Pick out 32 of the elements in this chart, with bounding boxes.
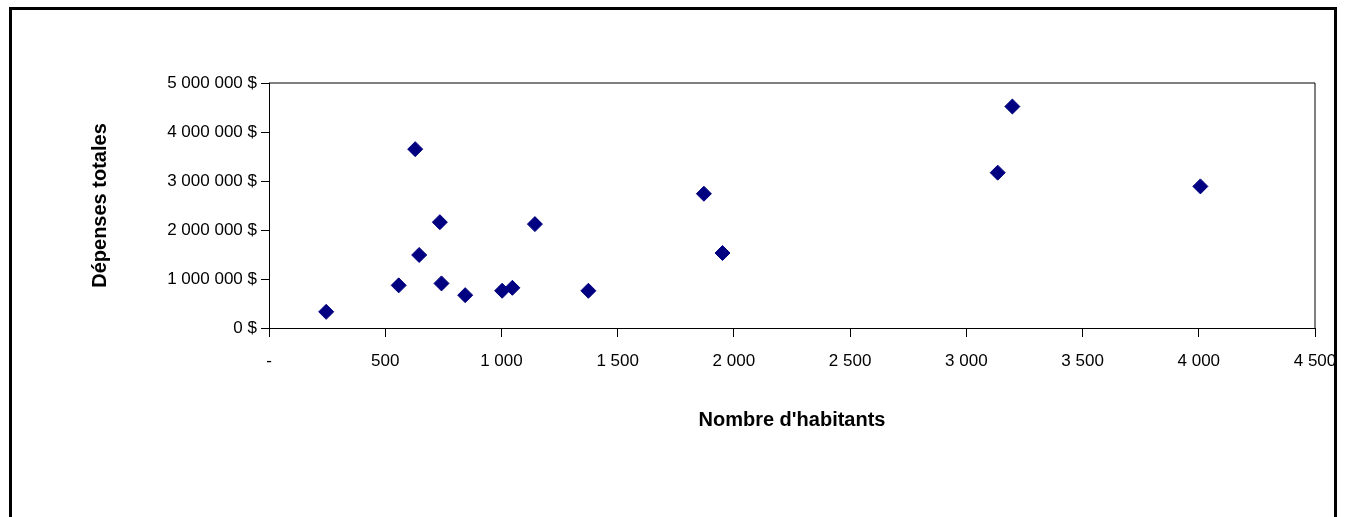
- y-tick-label: 2 000 000 $: [167, 219, 258, 239]
- point: [504, 279, 521, 296]
- x-axis-title: Nombre d'habitants: [698, 407, 886, 430]
- y-tick-label: 3 000 000 $: [167, 170, 258, 190]
- x-tick-label: 3 000: [945, 350, 988, 370]
- point: [580, 282, 597, 299]
- point: [390, 277, 407, 294]
- x-tick-label: 4 000: [1177, 350, 1221, 370]
- y-axis-title: Dépenses totales: [87, 123, 110, 288]
- point: [1004, 98, 1021, 115]
- point: [407, 141, 424, 158]
- y-tick-label: 1 000 000 $: [167, 268, 258, 288]
- point: [714, 245, 731, 262]
- point: [526, 216, 543, 233]
- point: [457, 287, 474, 304]
- x-tick-label: 2 000: [712, 350, 756, 370]
- point: [431, 214, 448, 231]
- point: [411, 246, 428, 263]
- x-tick-label: 1 500: [596, 350, 639, 370]
- x-tick-label: 1 000: [480, 350, 523, 370]
- point: [1192, 178, 1209, 195]
- point: [695, 185, 712, 202]
- x-tick-label: 500: [371, 350, 400, 370]
- x-tick-label: 3 500: [1061, 350, 1104, 370]
- y-tick-label: 4 000 000 $: [167, 121, 258, 141]
- point: [433, 275, 450, 292]
- point: [989, 164, 1006, 181]
- x-tick-label: -: [266, 350, 272, 370]
- y-tick-label: 5 000 000 $: [167, 72, 258, 92]
- point: [318, 303, 335, 320]
- x-tick-label: 2 500: [828, 350, 872, 370]
- y-tick-label: 0 $: [233, 317, 258, 337]
